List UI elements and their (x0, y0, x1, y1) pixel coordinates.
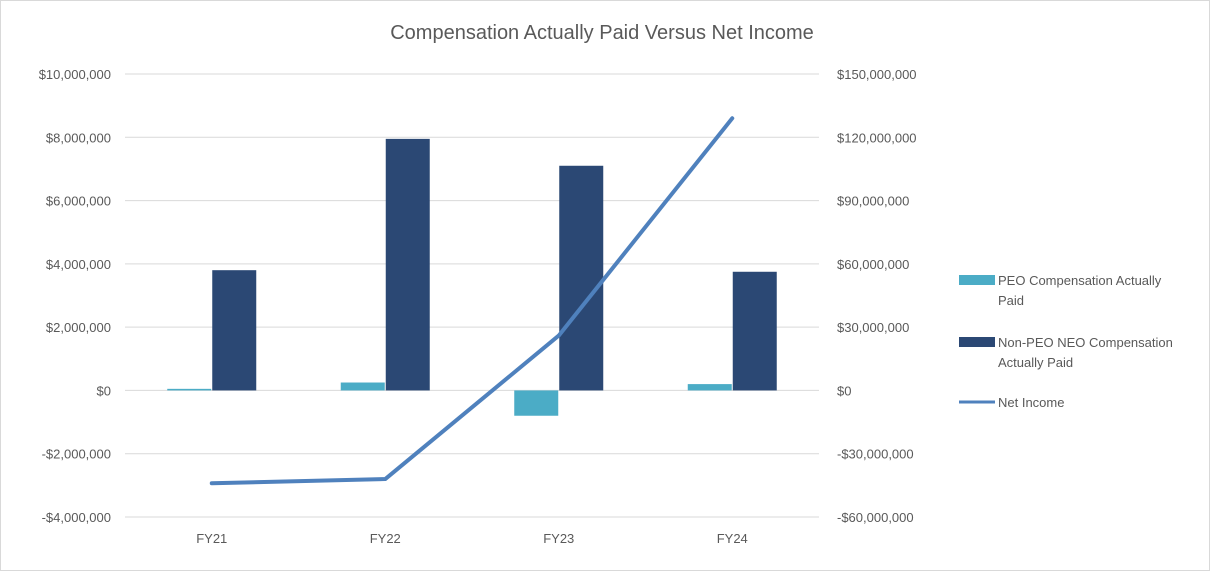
x-tick-label: FY23 (543, 531, 574, 546)
left-axis-ticks: -$4,000,000 -$2,000,000 $0 $2,000,000 $4,000… (39, 67, 111, 525)
legend-swatch (959, 275, 995, 285)
left-tick-label: $2,000,000 (46, 320, 111, 335)
right-tick-label: $150,000,000 (837, 67, 917, 82)
right-tick-label: -$30,000,000 (837, 447, 914, 462)
left-tick-label: $6,000,000 (46, 194, 111, 209)
legend-label: Non-PEO NEO Compensation (998, 335, 1173, 350)
legend: PEO Compensation Actually Paid Non-PEO NEO… (959, 273, 1173, 410)
left-tick-label: $10,000,000 (39, 67, 111, 82)
x-tick-label: FY24 (717, 531, 748, 546)
legend-swatch (959, 337, 995, 347)
x-tick-label: FY22 (370, 531, 401, 546)
left-tick-label: $8,000,000 (46, 130, 111, 145)
right-tick-label: $0 (837, 383, 851, 398)
legend-label: Net Income (998, 395, 1064, 410)
net-income-line-group (209, 116, 735, 486)
left-tick-label: -$4,000,000 (42, 510, 111, 525)
right-tick-label: $60,000,000 (837, 257, 909, 272)
left-tick-label: $0 (97, 383, 111, 398)
bar-peo (687, 384, 732, 391)
bar-non-peo-neo (212, 270, 257, 391)
bars (167, 138, 777, 416)
legend-label: PEO Compensation Actually (998, 273, 1162, 288)
left-tick-label: $4,000,000 (46, 257, 111, 272)
net-income-line (209, 116, 735, 486)
bar-non-peo-neo (559, 165, 604, 391)
bar-non-peo-neo (732, 271, 777, 391)
right-tick-label: $30,000,000 (837, 320, 909, 335)
legend-label: Actually Paid (998, 355, 1073, 370)
bar-peo (514, 390, 559, 416)
chart-title: Compensation Actually Paid Versus Net In… (390, 22, 814, 44)
right-tick-label: $120,000,000 (837, 130, 917, 145)
right-tick-label: $90,000,000 (837, 194, 909, 209)
legend-label: Paid (998, 293, 1024, 308)
right-tick-label: -$60,000,000 (837, 510, 914, 525)
right-axis-ticks: -$60,000,000 -$30,000,000 $0 $30,000,000 $60… (837, 67, 917, 525)
bar-peo (167, 388, 212, 391)
left-tick-label: -$2,000,000 (42, 447, 111, 462)
bar-peo (340, 382, 385, 391)
x-tick-label: FY21 (196, 531, 227, 546)
bar-non-peo-neo (385, 138, 430, 391)
x-axis-ticks: FY21 FY22 FY23 FY24 (196, 531, 748, 546)
